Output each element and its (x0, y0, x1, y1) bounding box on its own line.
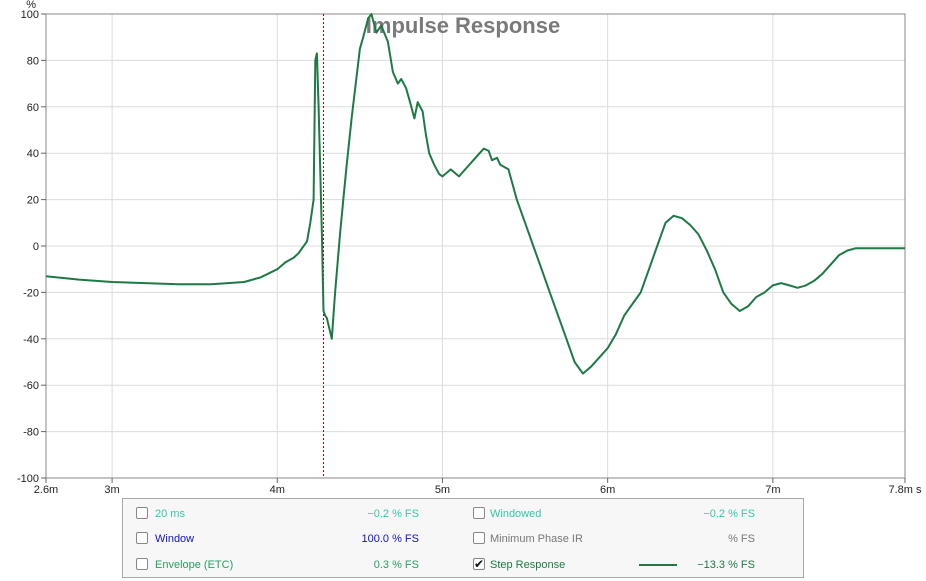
y-tick-label: 0 (33, 241, 39, 253)
chart-title: Impulse Response (366, 13, 560, 38)
y-tick-label: -100 (17, 473, 39, 485)
y-tick-label: 40 (27, 148, 39, 160)
y-tick-labels: 100 80 60 40 20 0 -20 -40 -60 -80 -100 (17, 9, 39, 485)
checkbox-windowed[interactable] (473, 507, 485, 519)
y-tick-label: -60 (23, 380, 39, 392)
y-tick-label: 60 (27, 102, 39, 114)
y-tick-label: -20 (23, 287, 39, 299)
legend-row-3: Envelope (ETC) 0.3 % FS ✔ Step Response … (123, 555, 803, 575)
legend-value-envelope-etc: 0.3 % FS (373, 559, 419, 571)
legend-label-minimum-phase-ir: Minimum Phase IR (490, 533, 583, 545)
step-response-swatch (639, 564, 677, 566)
y-tick-label: 100 (21, 9, 39, 21)
legend-value-windowed: −0.2 % FS (703, 508, 755, 520)
x-tick-labels: 2.6m 3m 4m 5m 6m 7m 7.8m s (34, 484, 922, 496)
legend-value-window: 100.0 % FS (361, 533, 419, 545)
legend-value-step-response: −13.3 % FS (697, 559, 755, 571)
legend-label-step-response: Step Response (490, 559, 566, 571)
legend-value-minimum-phase-ir: % FS (728, 533, 755, 545)
x-tick-label: 6m (600, 484, 615, 496)
checkbox-minimum-phase-ir[interactable] (473, 532, 485, 544)
y-tick-label: 80 (27, 55, 39, 67)
legend-row-2: Window 100.0 % FS Minimum Phase IR % FS (123, 529, 803, 549)
legend-value-20ms: −0.2 % FS (367, 508, 419, 520)
step-response-series-line (45, 13, 905, 375)
x-tick-label: 2.6m (34, 484, 58, 496)
checkbox-window[interactable] (136, 532, 148, 544)
x-tick-label: 7m (765, 484, 780, 496)
checkbox-step-response[interactable]: ✔ (473, 557, 485, 571)
checkbox-20ms[interactable] (136, 507, 148, 519)
x-tick-label: 3m (104, 484, 119, 496)
y-tick-label: -80 (23, 427, 39, 439)
legend-row-1: 20 ms −0.2 % FS Windowed −0.2 % FS (123, 504, 803, 524)
x-tick-label: 7.8m s (888, 484, 922, 496)
chart-grid (46, 14, 905, 478)
checkbox-envelope-etc[interactable] (136, 558, 148, 570)
x-tick-label: 5m (435, 484, 450, 496)
y-tick-label: 20 (27, 195, 39, 207)
legend-panel: 20 ms −0.2 % FS Windowed −0.2 % FS Windo… (122, 498, 804, 578)
chart-axes (41, 13, 906, 483)
legend-label-windowed: Windowed (490, 508, 542, 520)
legend-label-20ms: 20 ms (155, 508, 185, 520)
impulse-response-chart: 100 80 60 40 20 0 -20 -40 -60 -80 -100 2.6m 3m 4m 5m 6… (17, 0, 922, 496)
y-axis-unit: % (26, 0, 36, 11)
legend-label-envelope-etc: Envelope (ETC) (155, 559, 234, 571)
y-tick-label: -40 (23, 334, 39, 346)
x-tick-label: 4m (270, 484, 285, 496)
legend-label-window: Window (155, 533, 195, 545)
